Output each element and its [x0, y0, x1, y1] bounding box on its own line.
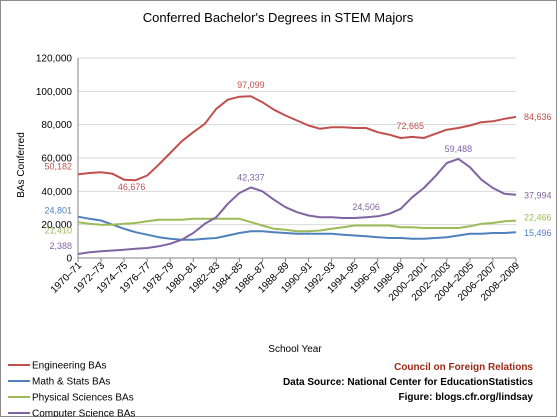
y-tick-label: 60,000: [41, 154, 72, 165]
series-line-1: [77, 95, 517, 182]
data-label: 15,496: [524, 228, 552, 238]
y-tick-label: 40,000: [41, 187, 72, 198]
data-label: 84,636: [524, 112, 552, 122]
y-tick-label: 120,000: [36, 54, 73, 65]
data-label: 46,676: [118, 182, 146, 192]
y-tick-label: 80,000: [41, 120, 72, 131]
series-line-2: [77, 215, 517, 241]
credit-figure-url: Figure: blogs.cfr.org/lindsay: [399, 392, 534, 403]
y-tick-label: 0: [66, 254, 72, 265]
data-label: 21,410: [44, 225, 72, 235]
data-label: 50,182: [44, 161, 72, 171]
data-label: 59,488: [445, 144, 473, 154]
legend: Engineering BAs Math & Stats BAs Physical …: [8, 361, 135, 417]
series-line-3: [77, 217, 517, 233]
legend-label: Physical Sciences BAs: [32, 393, 134, 404]
x-axis-title: School Year: [268, 344, 322, 355]
data-label: 22,466: [524, 213, 552, 223]
legend-label: Math & Stats BAs: [32, 377, 110, 388]
credit-data-source: Data Source: National Center for Educati…: [283, 377, 533, 388]
data-label: 2,388: [49, 241, 72, 251]
series-lines: [77, 95, 517, 255]
data-label: 24,801: [44, 206, 72, 216]
data-label: 72,665: [396, 121, 424, 131]
legend-label: Computer Science BAs: [32, 409, 135, 417]
y-axis-title: BAs Conferred: [16, 132, 27, 198]
y-tick-label: 20,000: [41, 220, 72, 231]
series-line-4: [77, 157, 517, 255]
data-label: 97,099: [237, 80, 265, 90]
credit-organization: Council on Foreign Relations: [394, 362, 533, 373]
data-label: 24,506: [352, 202, 380, 212]
data-label: 42,337: [237, 172, 265, 182]
gridlines: [78, 57, 516, 226]
data-label: 37,994: [524, 191, 552, 201]
chart-title: Conferred Bachelor's Degrees in STEM Maj…: [143, 10, 414, 25]
legend-label: Engineering BAs: [32, 361, 107, 372]
y-tick-label: 100,000: [36, 87, 73, 98]
data-labels: 50,182 46,676 97,099 72,665 84,636 24,801 15,4…: [44, 80, 551, 251]
